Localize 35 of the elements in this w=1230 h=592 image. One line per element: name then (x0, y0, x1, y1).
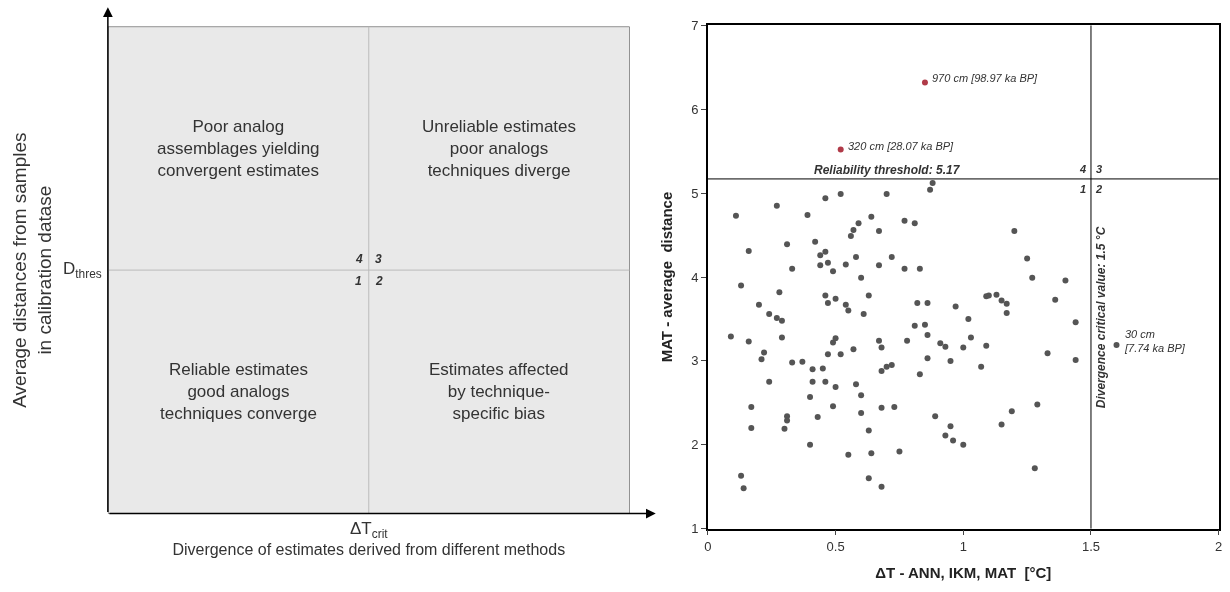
y-tick-label: 3 (691, 353, 699, 369)
y-tick-label: 6 (691, 101, 699, 117)
y-tick-label: 4 (691, 269, 699, 285)
y-tick-label: 2 (691, 437, 699, 453)
annotation: 970 cm [98.97 ka BP] (932, 72, 1039, 84)
text: Average distances from samples in calibration datase (9, 132, 55, 408)
y-axis-title: MAT - average distance (658, 191, 676, 363)
annotation: 2 (1095, 183, 1103, 195)
text: Reliable estimates good analogs techniques converge (160, 360, 317, 424)
annotation: 30 cm [7.74 ka BP] (1124, 328, 1186, 355)
annotation: 1 (1080, 183, 1087, 195)
text: Estimates affected by technique- specific bias (429, 360, 569, 424)
text: Divergence of estimates derived from different methods (172, 541, 566, 559)
annotation: 3 (1096, 163, 1103, 175)
x-tick-label: 1 (959, 538, 967, 554)
text: Unreliable estimates poor analogs techniques diverge (422, 117, 577, 181)
x-tick-label: 0.5 (826, 538, 845, 554)
x-tick-label: 0 (704, 538, 712, 554)
annotation: 320 cm [28.07 ka BP] (848, 140, 955, 152)
annotation: 4 (1079, 163, 1087, 175)
text: ΔT$_{crit}$ (350, 519, 389, 541)
text: Poor analog assemblages yielding convergent estimates (157, 117, 320, 181)
y-tick-label: 5 (691, 185, 699, 201)
y-tick-label: 1 (691, 521, 699, 537)
text: 4 (355, 252, 363, 266)
text: 1 (355, 274, 362, 288)
x-tick-label: 2 (1215, 538, 1223, 554)
ref-line-label: Divergence critical value: 1.5 °C (1093, 226, 1108, 409)
text: 3 (375, 252, 382, 266)
ref-line-label: Reliability threshold: 5.17 (814, 163, 961, 177)
x-axis-title: ΔT - ANN, IKM, MAT [°C] (875, 564, 1052, 582)
x-tick-label: 1.5 (1081, 538, 1101, 554)
text: 2 (375, 274, 383, 288)
text: D$_{thres}$ (63, 259, 102, 281)
y-tick-label: 7 (691, 18, 699, 34)
